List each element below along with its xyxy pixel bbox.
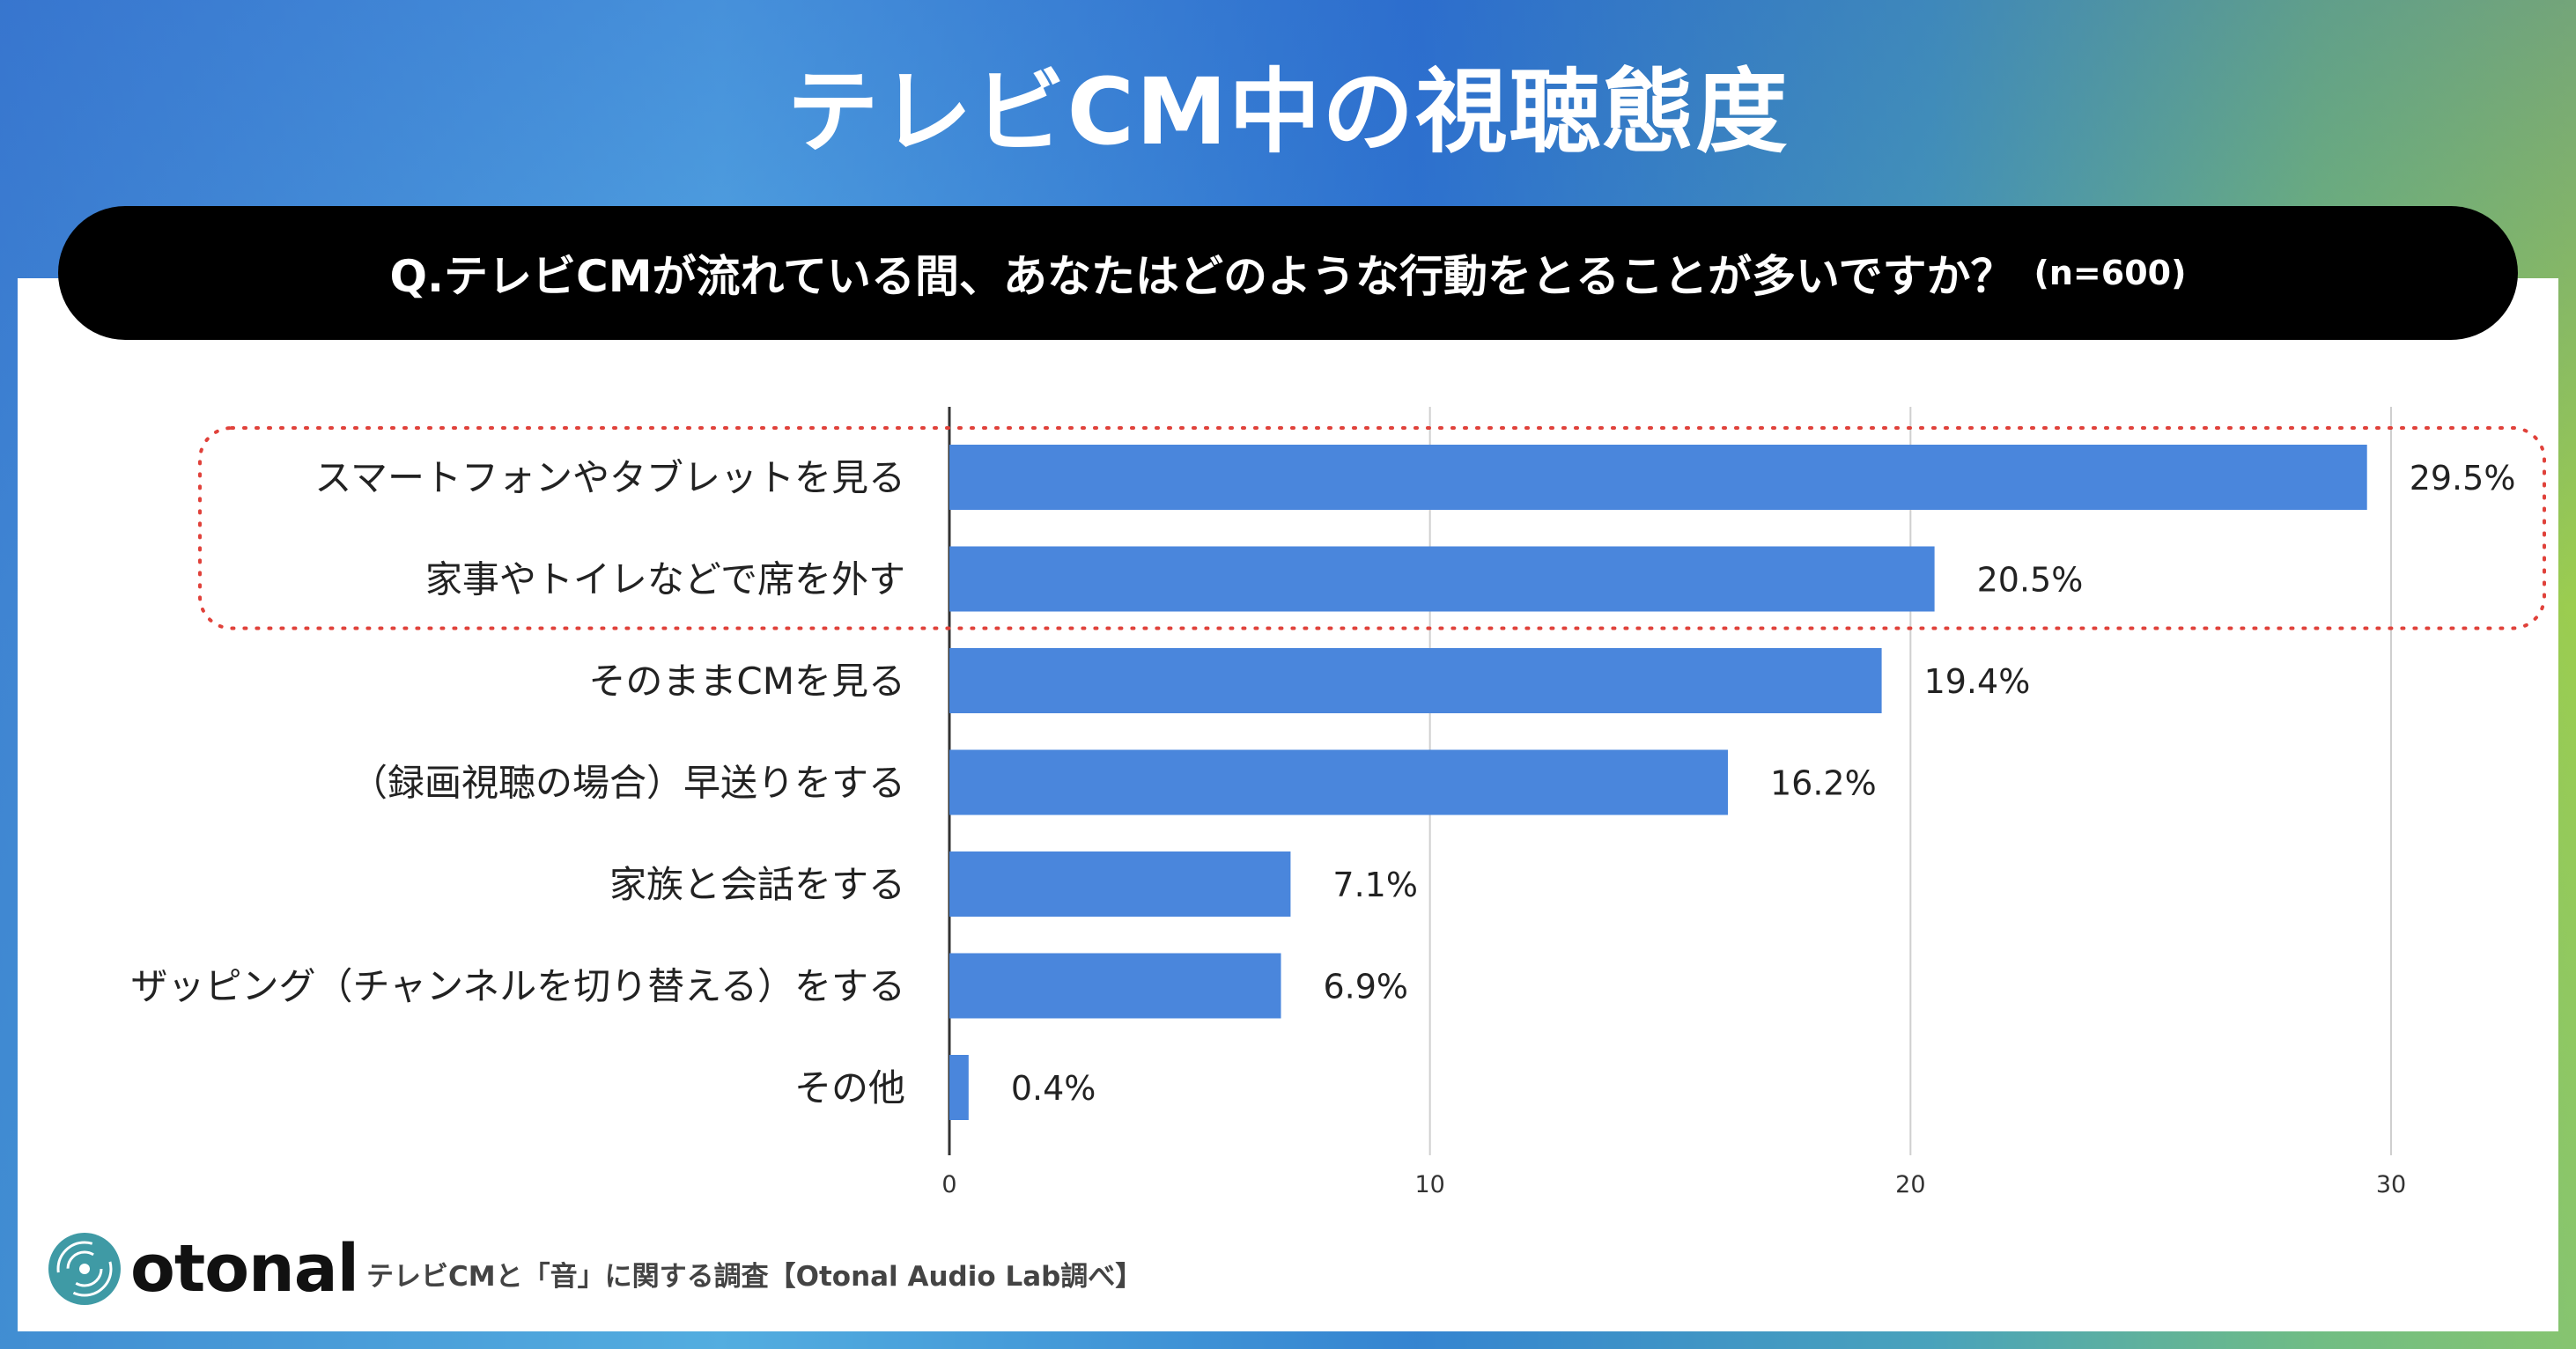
bar (949, 648, 1882, 713)
x-tick-label: 10 (1414, 1171, 1444, 1198)
vinyl-record-icon (48, 1233, 121, 1305)
value-label: 29.5% (2410, 459, 2516, 498)
x-tick-label: 20 (1895, 1171, 1925, 1198)
value-label: 6.9% (1324, 968, 1409, 1006)
page-title: テレビCM中の視聴態度 (786, 58, 1790, 166)
question-text: Q.テレビCMが流れている間、あなたはどのような行動をとることが多いですか？ (389, 251, 2015, 302)
logo-wordmark: otonal (130, 1231, 359, 1307)
bar (949, 1055, 969, 1120)
category-label: ザッピング（チャンネルを切り替える）をする (131, 965, 905, 1008)
category-label: 家族と会話をする (609, 863, 905, 906)
category-label: （録画視聴の場合）早送りをする (351, 762, 905, 805)
bar (949, 546, 1935, 612)
bar (949, 749, 1728, 815)
x-tick-label: 30 (2376, 1171, 2406, 1198)
source-note: テレビCMと「音」に関する調査【Otonal Audio Lab調べ】 (366, 1261, 1143, 1293)
question-banner: Q.テレビCMが流れている間、あなたはどのような行動をとることが多いですか？ (… (58, 206, 2518, 340)
value-label: 16.2% (1770, 764, 1877, 803)
sample-size: (n=600) (2033, 254, 2187, 292)
category-label: その他 (794, 1066, 905, 1109)
x-tick-label: 0 (941, 1171, 956, 1198)
bar (949, 953, 1281, 1019)
value-label: 19.4% (1924, 662, 2031, 701)
category-label: 家事やトイレなどで席を外す (425, 558, 905, 601)
value-label: 0.4% (1011, 1069, 1096, 1108)
value-label: 7.1% (1332, 866, 1418, 904)
value-label: 20.5% (1977, 561, 2084, 600)
bar (949, 445, 2367, 510)
category-label: そのままCMを見る (588, 660, 905, 703)
category-label: スマートフォンやタブレットを見る (314, 456, 905, 499)
bar (949, 851, 1291, 917)
otonal-logo: otonal (48, 1231, 359, 1307)
